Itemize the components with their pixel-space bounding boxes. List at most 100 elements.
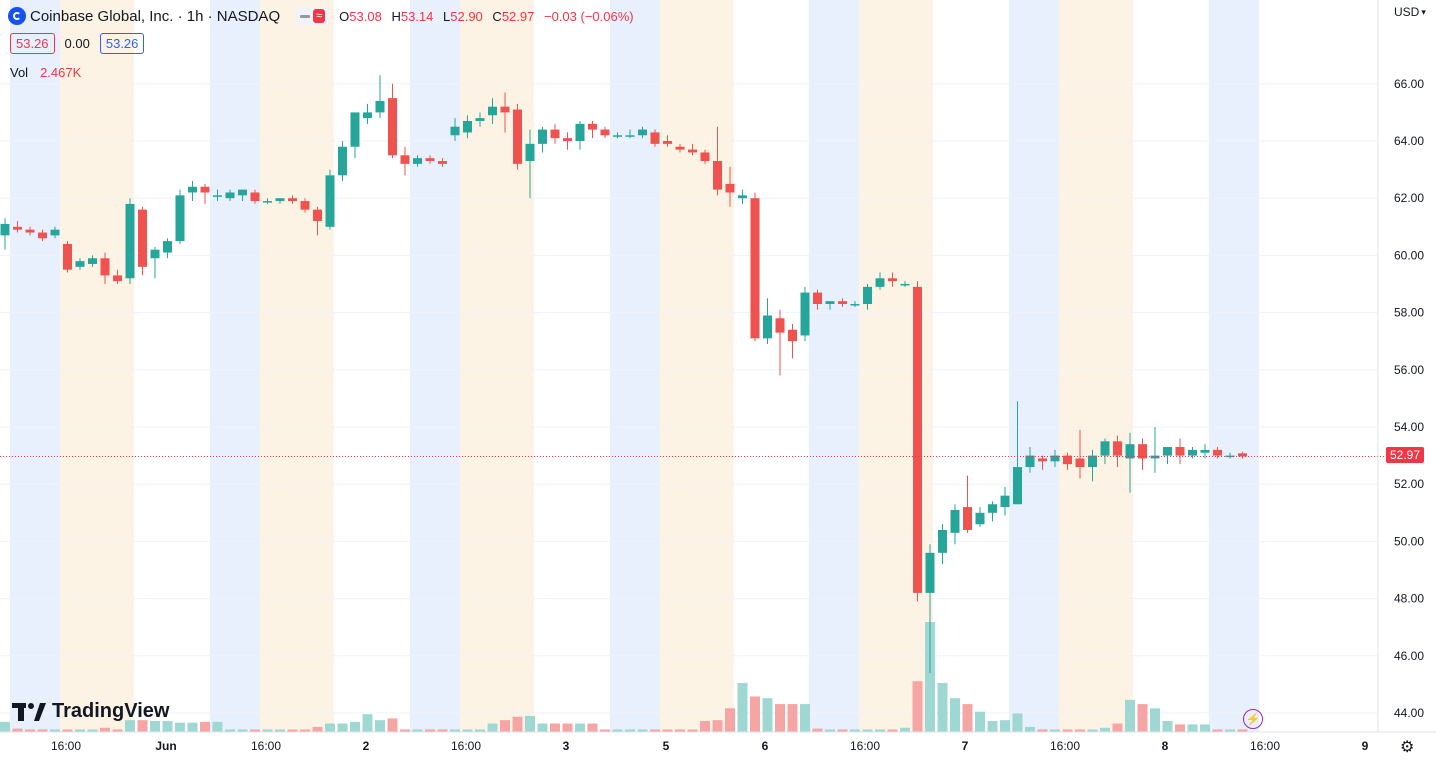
candle: [363, 103, 372, 124]
candle: [938, 524, 947, 565]
candle: [900, 281, 910, 287]
volume-bar: [475, 729, 485, 732]
volume-bar: [50, 729, 60, 732]
time-tick-label: 5: [663, 739, 670, 753]
low-value: 52.90: [450, 8, 483, 24]
candle: [500, 92, 510, 133]
time-tick-label: 3: [563, 739, 570, 753]
candle: [425, 155, 435, 164]
candle-body: [513, 109, 522, 164]
candle: [750, 192, 760, 342]
volume-bar: [737, 682, 748, 732]
flag-toggle[interactable]: ≈: [296, 7, 330, 25]
candle-body: [550, 129, 560, 139]
volume-bar: [700, 721, 710, 732]
candle: [688, 143, 697, 156]
candle-body: [800, 292, 810, 336]
volume-bar: [900, 727, 910, 732]
volume-bar: [637, 729, 648, 732]
candle: [825, 301, 835, 310]
candle-body: [925, 552, 935, 593]
candle: [800, 286, 810, 342]
volume-bar: [375, 720, 385, 732]
volume-bar: [1112, 723, 1123, 732]
tradingview-wordmark: TradingView: [52, 700, 170, 722]
candle-body: [538, 129, 547, 144]
candle: [263, 198, 272, 204]
ask-button[interactable]: 53.26: [99, 33, 145, 54]
candle: [1200, 444, 1210, 459]
bid-button[interactable]: 53.26: [10, 33, 55, 54]
volume-bar: [400, 729, 410, 732]
volume-bar: [937, 682, 948, 732]
time-tick-label: 2: [363, 739, 370, 753]
candle: [225, 189, 235, 202]
session-band: [60, 0, 134, 732]
volume-bar: [275, 729, 285, 732]
candle-body: [1038, 458, 1047, 462]
candle: [863, 284, 872, 310]
candle: [213, 189, 222, 202]
candle: [88, 255, 97, 267]
candle: [1163, 447, 1172, 465]
candle-body: [563, 138, 572, 141]
candle: [1175, 438, 1185, 465]
candle-body: [750, 198, 760, 339]
session-band: [809, 0, 859, 732]
gear-icon[interactable]: ⚙: [1400, 739, 1415, 756]
candle-body: [450, 126, 460, 136]
volume-bar: [550, 723, 560, 732]
time-tick-label: 6: [762, 739, 769, 753]
close-value: 52.97: [501, 8, 535, 24]
volume-bar: [850, 729, 860, 732]
session-band: [210, 0, 260, 732]
candle-body: [25, 229, 35, 233]
candle: [813, 289, 822, 310]
volume-bar: [200, 721, 210, 732]
volume-bar: [1212, 729, 1223, 732]
candle: [1125, 432, 1135, 493]
volume-bar: [1137, 704, 1148, 732]
volume-bar: [312, 726, 323, 732]
candle: [13, 221, 22, 233]
candle-body: [300, 201, 310, 210]
volume-bar: [1087, 729, 1098, 732]
candle-body: [288, 198, 297, 202]
symbol-title[interactable]: Coinbase Global, Inc. · 1h · NASDAQ: [30, 7, 281, 25]
candle: [63, 241, 72, 273]
candle: [838, 298, 847, 307]
volume-bar: [787, 704, 798, 732]
volume-bar: [537, 723, 548, 732]
volume-legend[interactable]: Vol 2.467K: [10, 65, 81, 80]
candle-body: [338, 146, 347, 176]
volume-bar: [225, 729, 235, 732]
volume-bar: [87, 729, 98, 732]
volume-bar: [1237, 729, 1248, 732]
candle-body: [1188, 449, 1197, 456]
volume-bar: [712, 720, 723, 732]
candle: [663, 135, 672, 147]
price-tick-label: 50.00: [1394, 534, 1424, 548]
candle: [413, 155, 422, 167]
candle: [725, 166, 735, 207]
tradingview-logo[interactable]: TradingView: [12, 700, 169, 723]
volume-bar: [125, 720, 135, 732]
price-axis: 44.00 46.00 48.00 50.00 52.00 54.00 56.00 58.00…: [1377, 0, 1424, 732]
session-band: [1009, 0, 1059, 732]
candle-body: [838, 301, 847, 305]
candle: [75, 258, 85, 270]
currency-selector[interactable]: USD ▾: [1394, 5, 1426, 19]
candle-body: [963, 507, 972, 530]
candle-body: [138, 209, 147, 267]
candle-body: [425, 158, 435, 162]
candle: [400, 146, 410, 176]
candle: [450, 118, 460, 141]
candle: [613, 132, 622, 139]
candle-body: [738, 195, 747, 199]
lightning-icon[interactable]: ⚡: [1243, 709, 1263, 729]
candle-body: [1013, 467, 1022, 505]
volume-bar: [987, 721, 998, 732]
candle: [288, 195, 297, 204]
volume-bar: [1012, 713, 1023, 732]
